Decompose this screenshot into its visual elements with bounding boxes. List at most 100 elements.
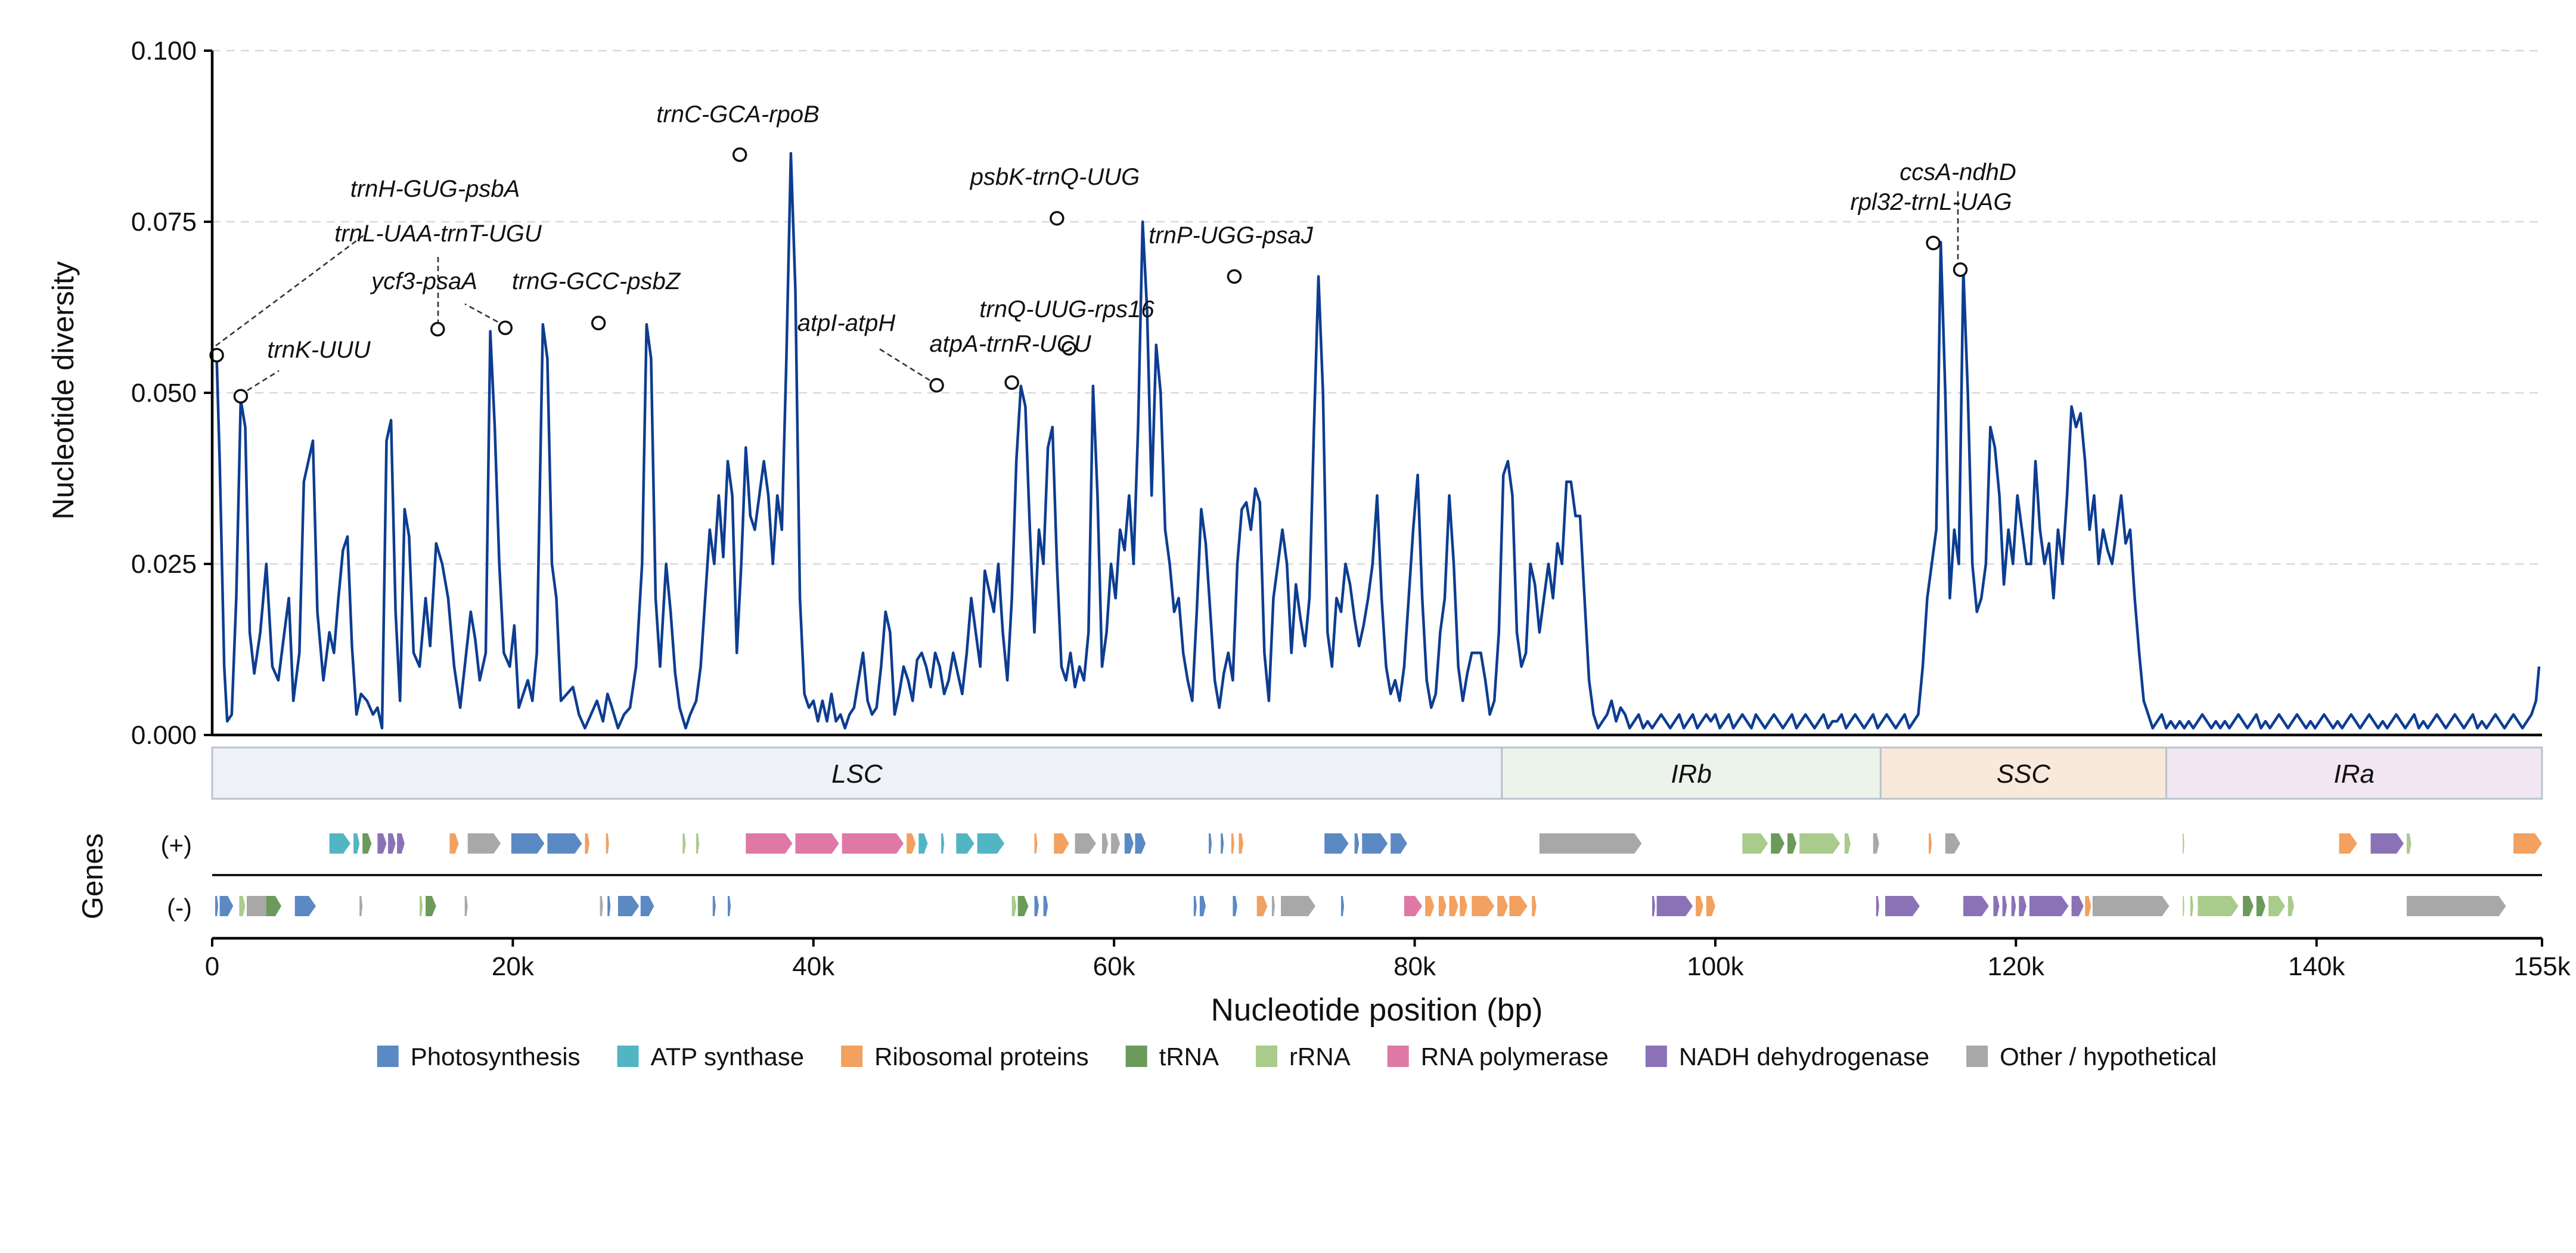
gene-block — [294, 896, 316, 916]
gene-block — [712, 896, 716, 916]
legend: Photosynthesis ATP synthase Ribosomal prot… — [377, 1043, 2217, 1071]
x-tick-label: 120k — [1988, 952, 2045, 981]
gene-block — [219, 896, 234, 916]
y-tick-label: 0.000 — [131, 721, 197, 750]
gene-block — [600, 896, 603, 916]
peak-marker — [732, 147, 747, 162]
gene-block — [2085, 896, 2091, 916]
gene-block — [1885, 896, 1920, 916]
gene-block — [1111, 833, 1121, 854]
gene-block — [467, 833, 501, 854]
gene-tracks — [212, 833, 2542, 916]
gene-block — [1034, 896, 1039, 916]
gene-block — [1460, 896, 1467, 916]
x-tick-label: 60k — [1093, 952, 1136, 981]
legend-swatch — [1125, 1046, 1147, 1067]
y-tick-label: 0.050 — [131, 379, 197, 408]
gene-block — [511, 833, 545, 854]
region-label: IRb — [1671, 759, 1711, 789]
gene-block — [1706, 896, 1715, 916]
gene-block — [696, 833, 700, 854]
gene-block — [746, 833, 793, 854]
gene-block — [2092, 896, 2170, 916]
gene-block — [1233, 896, 1237, 916]
gene-block — [1075, 833, 1096, 854]
gene-block — [1696, 896, 1703, 916]
legend-swatch — [1966, 1046, 1988, 1067]
legend-swatch — [841, 1046, 863, 1067]
genes-track-label: Genes — [77, 833, 109, 919]
gene-block — [329, 833, 351, 854]
gene-block — [1124, 833, 1134, 854]
region-label: SSC — [1997, 759, 2052, 789]
peak-label: rpl32-trnL-UAG — [1850, 189, 2012, 215]
gene-block — [1844, 833, 1851, 854]
diversity-series — [215, 151, 2541, 730]
gene-block — [1391, 833, 1407, 854]
peak-marker — [1953, 262, 1968, 277]
peak-markers — [209, 147, 1968, 404]
gene-block — [1873, 833, 1879, 854]
peak-label: atpI-atpH — [797, 310, 896, 336]
peak-marker — [929, 378, 944, 393]
peak-label: trnL-UAA-trnT-UGU — [334, 221, 542, 247]
legend-label: Ribosomal proteins — [874, 1043, 1089, 1071]
peak-leader — [247, 370, 280, 392]
gene-block — [2407, 833, 2411, 854]
x-tick-label: 155k — [2513, 952, 2571, 981]
axes: 0.000 0.025 0.050 0.075 0.100 0 20k 40k 60k 80k 10… — [131, 36, 2571, 981]
gene-block — [941, 833, 945, 854]
peak-marker — [1004, 375, 1019, 390]
peak-marker — [430, 321, 445, 337]
peak-leaders — [215, 190, 1959, 392]
gene-block — [1497, 896, 1508, 916]
peak-marker — [1227, 269, 1242, 284]
gene-block — [2019, 896, 2026, 916]
region-label: LSC — [831, 759, 883, 789]
gene-block — [1652, 896, 1656, 916]
gene-block — [449, 833, 459, 854]
peak-marker — [1050, 211, 1064, 226]
gene-block — [682, 833, 686, 854]
legend-swatch — [1645, 1046, 1667, 1067]
gene-block — [239, 896, 246, 916]
gene-block — [1135, 833, 1146, 854]
gene-block — [1034, 833, 1038, 854]
peak-label: trnC-GCA-rpoB — [656, 101, 819, 128]
gene-block — [359, 896, 363, 916]
gene-block — [2198, 896, 2239, 916]
peak-labels: trnH-GUG-psbA trnK-UUU trnL-UAA-trnT-UGU yc… — [267, 101, 2016, 363]
strand-label-plus: (+) — [161, 831, 193, 859]
gene-block — [607, 896, 611, 916]
gene-block — [1354, 833, 1360, 854]
gene-block — [1281, 896, 1316, 916]
peak-marker — [1062, 341, 1076, 356]
peak-marker — [1926, 235, 1941, 250]
legend-label: rRNA — [1289, 1043, 1351, 1071]
gene-block — [585, 833, 590, 854]
region-box — [211, 746, 1503, 800]
gene-block — [1043, 896, 1048, 916]
gene-block — [2370, 833, 2404, 854]
gene-block — [1963, 896, 1989, 916]
y-tick-label: 0.100 — [131, 36, 197, 66]
legend-label: Photosynthesis — [411, 1043, 581, 1071]
gene-block — [1193, 896, 1197, 916]
gene-block — [1472, 896, 1495, 916]
gene-block — [1449, 896, 1458, 916]
gene-block — [377, 833, 387, 854]
peak-marker — [591, 315, 606, 331]
peak-marker — [498, 320, 513, 336]
peak-marker — [233, 389, 249, 404]
legend-swatch — [377, 1046, 399, 1067]
x-tick-label: 100k — [1687, 952, 1744, 981]
gene-block — [426, 896, 436, 916]
gene-block — [2513, 833, 2542, 854]
legend-swatch — [1387, 1046, 1409, 1067]
legend-label: Other / hypothetical — [2000, 1043, 2217, 1071]
gene-block — [397, 833, 405, 854]
x-tick-label: 40k — [792, 952, 835, 981]
gene-block — [1742, 833, 1768, 854]
gene-block — [1945, 833, 1961, 854]
